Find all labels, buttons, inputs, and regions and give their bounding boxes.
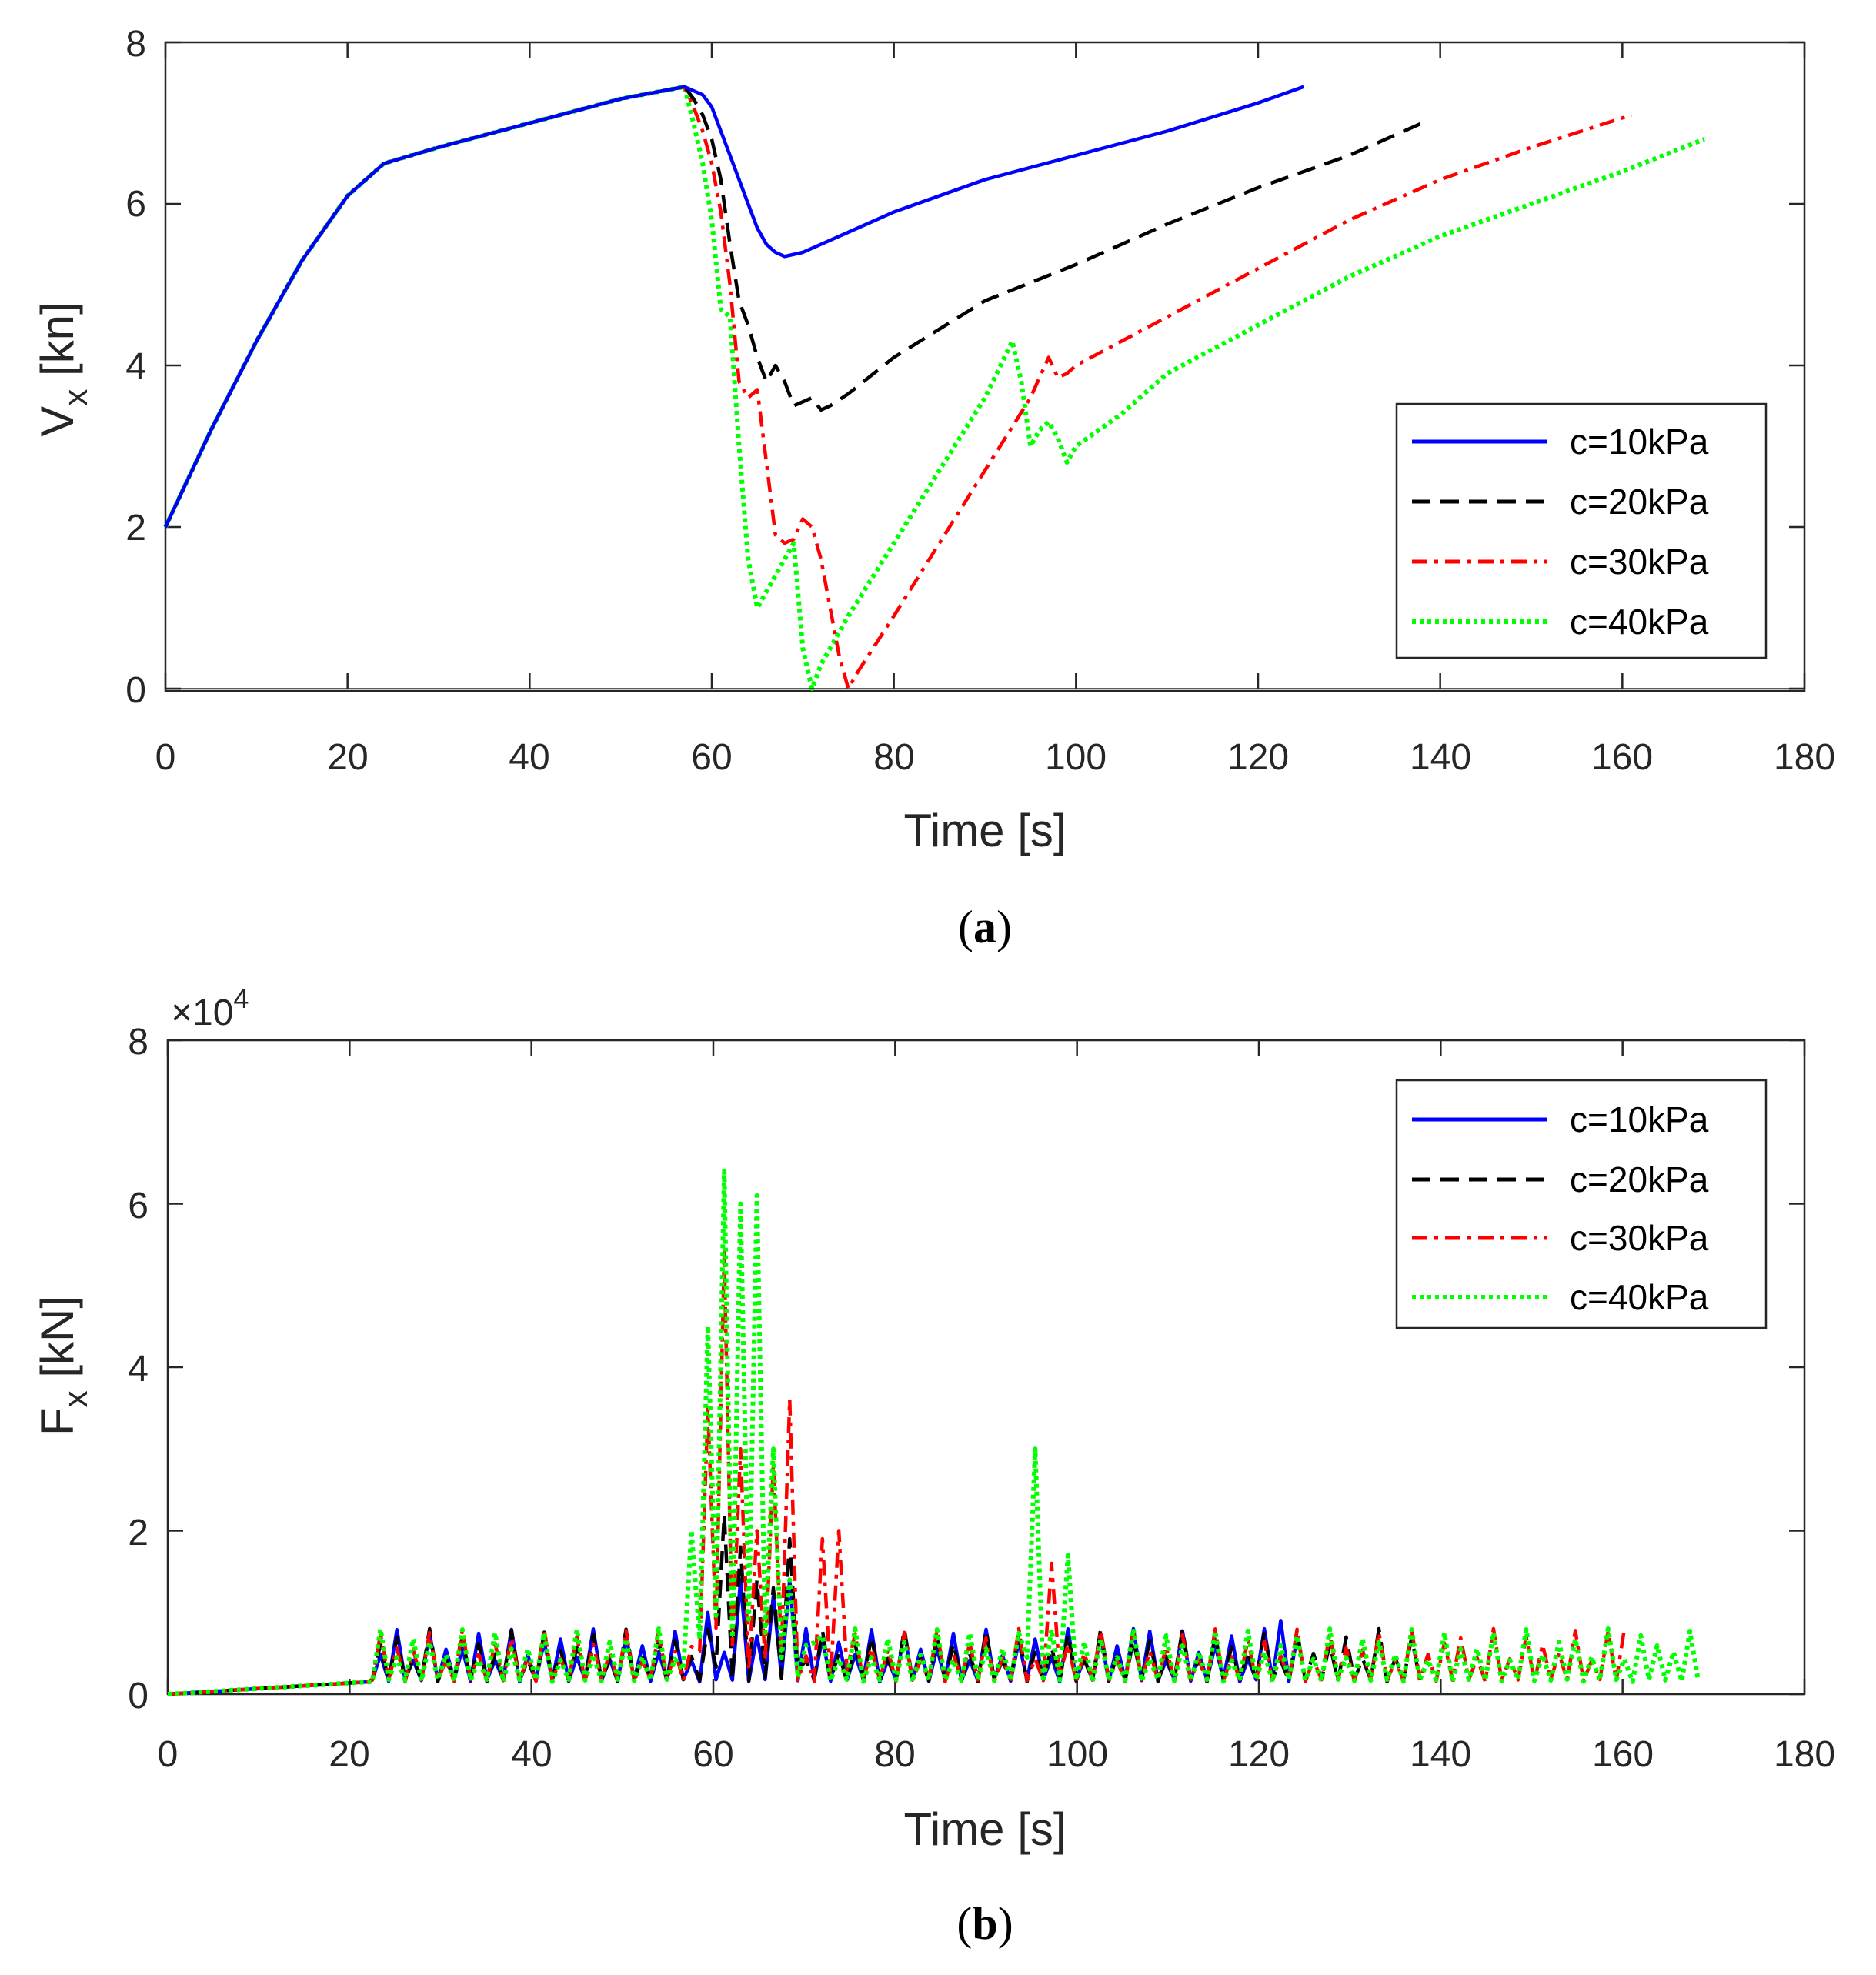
series-lines-b — [167, 1169, 1701, 1696]
caption-close: ) — [996, 902, 1012, 952]
caption-open: ( — [956, 1898, 972, 1949]
x-tick-label: 140 — [1410, 737, 1471, 778]
y-tick-label: 2 — [128, 1513, 149, 1553]
caption-open: ( — [958, 902, 973, 952]
legend-label-c20: c=20kPa — [1570, 1159, 1709, 1199]
y-tick-label: 8 — [125, 24, 146, 65]
series-line-c30kpa — [167, 1251, 1627, 1696]
caption-letter: a — [973, 902, 996, 952]
x-tick-labels-b: 0 20 40 60 80 100 120 140 160 180 — [158, 1734, 1835, 1775]
x-tick-labels-a: 0 20 40 60 80 100 120 140 160 180 — [155, 737, 1835, 778]
legend-b: c=10kPa c=20kPa c=30kPa c=40kPa — [1395, 1079, 1768, 1329]
caption-letter: b — [972, 1898, 997, 1949]
y-tick-label: 4 — [128, 1349, 149, 1390]
x-axis-label-b: Time [s] — [903, 1803, 1066, 1855]
y-tick-label: 6 — [128, 1186, 149, 1226]
series-line-c30kpa — [163, 85, 1632, 691]
x-tick-label: 0 — [155, 737, 176, 778]
y-axis-label-a: Vx [kn] — [32, 302, 95, 436]
x-tick-label: 120 — [1227, 737, 1289, 778]
y-tick-label: 4 — [125, 346, 146, 387]
x-axis-label-a: Time [s] — [903, 805, 1066, 856]
series-line-c10kpa — [163, 85, 1304, 528]
y-tick-label: 6 — [125, 184, 146, 225]
panel-b: 0 20 40 60 80 100 120 140 160 180 0 2 4 … — [32, 982, 1835, 1949]
series-lines-a — [163, 84, 1705, 691]
legend-a: c=10kPa c=20kPa c=30kPa c=40kPa — [1395, 402, 1768, 659]
caption-close: ) — [998, 1898, 1013, 1949]
legend-label-c10: c=10kPa — [1570, 1099, 1709, 1139]
caption-b: (b) — [956, 1898, 1013, 1949]
legend-label-c40: c=40kPa — [1570, 1277, 1709, 1317]
y-tick-label: 0 — [125, 670, 146, 711]
legend-box-a — [1395, 402, 1768, 659]
y-axis-label-main: F — [32, 1407, 83, 1436]
y-tick-labels-b: 0 2 4 6 8 — [128, 1022, 149, 1716]
x-tick-label: 180 — [1774, 1734, 1835, 1775]
exponent-prefix: ×10 — [171, 993, 233, 1033]
y-tick-labels-a: 0 2 4 6 8 — [125, 24, 146, 711]
legend-label-c10: c=10kPa — [1570, 422, 1709, 462]
legend-box-b — [1395, 1079, 1768, 1329]
x-tick-label: 100 — [1045, 737, 1107, 778]
legend-label-c20: c=20kPa — [1570, 482, 1709, 522]
legend-label-c30: c=30kPa — [1570, 1218, 1709, 1258]
x-tick-label: 140 — [1410, 1734, 1471, 1775]
y-axis-label-unit: [kN] — [32, 1296, 83, 1390]
x-tick-label: 20 — [329, 1734, 369, 1775]
legend-label-c30: c=30kPa — [1570, 542, 1709, 582]
x-tick-label: 120 — [1228, 1734, 1290, 1775]
x-tick-label: 160 — [1592, 1734, 1654, 1775]
x-tick-label: 40 — [511, 1734, 552, 1775]
panel-a: 0 20 40 60 80 100 120 140 160 180 0 2 4 … — [32, 24, 1835, 952]
caption-a: (a) — [958, 902, 1012, 952]
y-axis-label-b: Fx [kN] — [32, 1296, 95, 1436]
y-tick-label: 0 — [128, 1676, 149, 1716]
x-tick-label: 40 — [509, 737, 549, 778]
y-axis-label-main: V — [32, 406, 83, 437]
x-tick-label: 60 — [693, 1734, 733, 1775]
x-tick-label: 180 — [1774, 737, 1835, 778]
x-tick-label: 80 — [873, 737, 914, 778]
y-tick-label: 2 — [125, 508, 146, 549]
x-tick-label: 100 — [1046, 1734, 1108, 1775]
y-tick-label: 8 — [128, 1022, 149, 1063]
x-tick-label: 160 — [1591, 737, 1653, 778]
series-line-c40kpa — [167, 1169, 1701, 1696]
exponent-power: 4 — [233, 982, 249, 1014]
x-tick-label: 0 — [158, 1734, 179, 1775]
x-tick-label: 60 — [691, 737, 732, 778]
y-exponent-label: ×104 — [171, 982, 249, 1033]
x-tick-label: 80 — [874, 1734, 915, 1775]
x-tick-label: 20 — [327, 737, 368, 778]
y-axis-label-sub: x — [57, 1390, 95, 1407]
y-axis-label-unit: [kn] — [32, 302, 83, 389]
legend-label-c40: c=40kPa — [1570, 602, 1709, 642]
y-axis-label-sub: x — [57, 389, 95, 406]
